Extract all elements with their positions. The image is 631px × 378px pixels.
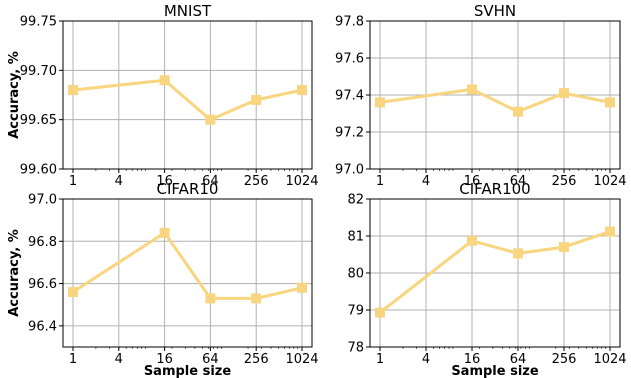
- x-axis-label: Sample size: [144, 364, 232, 378]
- y-tick-label: 97.6: [335, 52, 364, 67]
- x-tick-label: 1024: [593, 174, 626, 189]
- y-tick-label: 97.4: [335, 89, 364, 104]
- x-tick-label: 16: [156, 352, 173, 367]
- x-tick-label: 1024: [285, 352, 318, 367]
- data-point: [159, 227, 170, 238]
- x-tick-label: 256: [244, 174, 269, 189]
- chart-title: SVHN: [474, 2, 516, 20]
- y-tick-label: 99.70: [20, 64, 57, 79]
- y-tick-label: 96.8: [28, 235, 57, 250]
- series-line: [72, 231, 303, 300]
- y-tick-label: 82: [347, 193, 364, 208]
- x-tick-label: 64: [202, 352, 219, 367]
- y-tick-label: 78: [347, 341, 364, 356]
- data-point: [68, 85, 78, 96]
- x-tick-label: 256: [552, 352, 577, 367]
- chart-svhn: 1 4 16 64 256 1024 97.0 97.2 97.4 97.6 97.8 SVHN: [335, 2, 627, 189]
- y-tick-label: 96.4: [28, 319, 57, 334]
- y-tick-label: 97.0: [28, 193, 57, 208]
- data-point: [251, 293, 262, 304]
- x-tick-label: 1: [69, 352, 77, 367]
- data-point: [605, 226, 615, 237]
- x-tick-label: 1: [376, 352, 384, 367]
- chart-cifar100: 1 4 16 64 256 1024 78 79 80 81 82 CIFAR100 Sample si…: [347, 180, 626, 378]
- plot-frame: [62, 20, 313, 170]
- y-tick-label: 99.75: [20, 15, 57, 30]
- x-tick-label: 64: [510, 352, 527, 367]
- y-tick-label: 80: [347, 267, 364, 282]
- chart-cifar10: 1 4 16 64 256 1024 96.4 96.6 96.8 97.0 CIFAR10 Accu…: [7, 180, 319, 378]
- x-axis-label: Sample size: [451, 364, 539, 378]
- y-axis-label: Accuracy, %: [7, 51, 22, 139]
- x-tick-label: 16: [156, 174, 173, 189]
- data-point: [205, 293, 216, 304]
- y-axis-label: Accuracy, %: [7, 229, 22, 317]
- chart-mnist: 1 4 16 64 256 1024 99.60 99.65 99.70 99.75 MNIST Ac…: [7, 2, 319, 189]
- x-tick-label: 1: [376, 174, 384, 189]
- data-point: [467, 84, 477, 95]
- y-tick-label: 97.8: [335, 15, 364, 30]
- y-tick-label: 79: [347, 304, 364, 319]
- x-tick-label: 16: [464, 352, 481, 367]
- series-line: [379, 230, 611, 314]
- data-point: [559, 88, 569, 99]
- data-point: [205, 114, 216, 125]
- chart-title: CIFAR100: [459, 180, 530, 198]
- x-tick-label: 256: [552, 174, 577, 189]
- data-point: [513, 248, 523, 259]
- y-tick-label: 99.60: [20, 163, 57, 178]
- data-point: [513, 106, 523, 117]
- x-tick-label: 1: [69, 174, 77, 189]
- x-tick-label: 1024: [593, 352, 626, 367]
- y-tick-label: 99.65: [20, 113, 57, 128]
- data-point: [467, 235, 477, 246]
- data-point: [297, 85, 307, 96]
- x-tick-label: 64: [202, 174, 219, 189]
- y-tick-label: 96.6: [28, 277, 57, 292]
- y-tick-label: 97.2: [335, 126, 364, 141]
- data-point: [251, 94, 262, 105]
- x-tick-label: 256: [244, 352, 269, 367]
- x-tick-label: 64: [510, 174, 527, 189]
- x-tick-label: 16: [464, 174, 481, 189]
- y-tick-label: 97.0: [335, 163, 364, 178]
- data-point: [297, 282, 307, 293]
- series-line: [72, 78, 303, 122]
- data-point: [375, 307, 385, 318]
- x-tick-label: 4: [422, 174, 430, 189]
- series-line: [379, 87, 611, 114]
- x-tick-label: 4: [115, 174, 123, 189]
- data-point: [375, 97, 385, 108]
- data-point: [559, 242, 569, 253]
- data-point: [68, 287, 78, 298]
- plot-frame: [62, 198, 313, 348]
- y-tick-label: 81: [347, 230, 364, 245]
- x-tick-label: 1024: [285, 174, 318, 189]
- chart-title: MNIST: [164, 2, 212, 20]
- data-point: [159, 75, 170, 86]
- chart-title: CIFAR10: [157, 180, 219, 198]
- data-point: [605, 97, 615, 108]
- x-tick-label: 4: [115, 352, 123, 367]
- x-tick-label: 4: [422, 352, 430, 367]
